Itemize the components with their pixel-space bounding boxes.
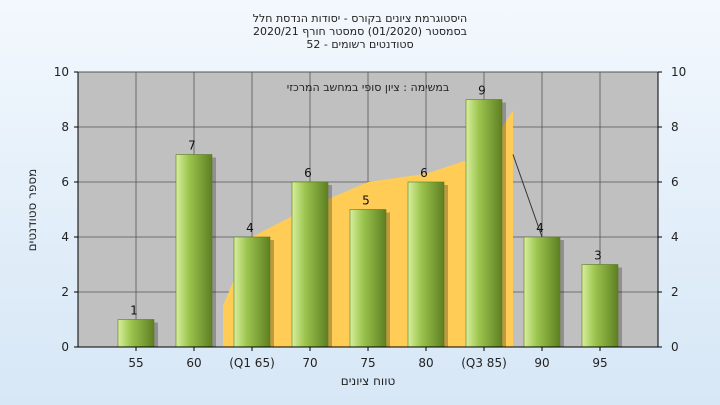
bar	[523, 236, 561, 348]
y-tick-label-left: 6	[61, 175, 69, 189]
bar	[175, 154, 213, 348]
y-tick-label-right: 8	[671, 120, 679, 134]
y-tick-label-left: 8	[61, 120, 69, 134]
line-series-path	[512, 154, 543, 238]
title-line-2: בסמסטר (01/2020) סמסטר חורף 2020/21	[253, 25, 467, 38]
y-tick-label-left: 0	[61, 340, 69, 354]
line-series	[512, 154, 543, 238]
bar	[291, 181, 329, 348]
bar-value-label: 4	[246, 221, 254, 235]
chart-title: היסטוגרמת ציונים בקורס - יסודות הנדסת חל…	[253, 12, 467, 51]
y-axis-label: מספר סטודנטים	[25, 169, 39, 252]
y-tick-label-left: 4	[61, 230, 69, 244]
chart-annotation: במשימה : ציון סופי במחשב המרכזי	[287, 81, 450, 94]
y-tick-label-right: 0	[671, 340, 679, 354]
bar	[465, 99, 503, 348]
bar	[407, 181, 445, 348]
y-tick-label-left: 2	[61, 285, 69, 299]
x-tick-label: (Q3 85)	[461, 356, 507, 370]
bar-value-label: 7	[188, 139, 196, 153]
x-tick-label: 90	[534, 356, 549, 370]
bar	[581, 264, 619, 348]
bar	[233, 236, 271, 348]
bar-value-label: 9	[478, 84, 486, 98]
y-tick-label-right: 6	[671, 175, 679, 189]
bar-value-label: 3	[594, 249, 602, 263]
x-tick-label: 75	[360, 356, 375, 370]
x-tick-label: (Q1 65)	[229, 356, 275, 370]
y-tick-label-right: 4	[671, 230, 679, 244]
x-tick-label: 80	[418, 356, 433, 370]
bar-value-label: 1	[130, 304, 138, 318]
x-tick-label: 95	[592, 356, 607, 370]
bars: 1 7 4 6 5 6 9 4 3	[117, 84, 622, 348]
bar-value-label: 4	[536, 221, 544, 235]
x-tick-label: 55	[128, 356, 143, 370]
bar-value-label: 6	[420, 166, 428, 180]
bar	[117, 319, 155, 348]
y-tick-label-left: 10	[54, 65, 69, 79]
title-line-3: סטודנטים רשומים - 52	[306, 38, 413, 51]
y-tick-label-right: 10	[671, 65, 686, 79]
x-tick-label: 60	[186, 356, 201, 370]
bar-value-label: 6	[304, 166, 312, 180]
y-tick-label-right: 2	[671, 285, 679, 299]
x-tick-label: 70	[302, 356, 317, 370]
x-axis-label: טווח ציונים	[341, 374, 396, 388]
title-line-1: היסטוגרמת ציונים בקורס - יסודות הנדסת חל…	[253, 12, 467, 25]
bar	[349, 209, 387, 348]
bar-value-label: 5	[362, 194, 370, 208]
